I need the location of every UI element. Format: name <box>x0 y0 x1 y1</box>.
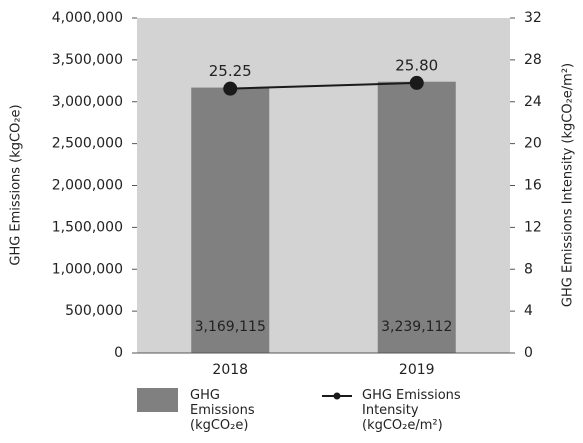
y2-tick-label: 20 <box>524 136 542 152</box>
line <box>230 81 417 90</box>
line-value-label: 25.80 <box>395 56 438 74</box>
y2-tick-label: 24 <box>524 94 542 110</box>
y2-tick-label: 0 <box>524 345 533 361</box>
bar <box>191 87 270 354</box>
y-tick-label: 500,000 <box>65 303 123 319</box>
line-point <box>223 81 238 96</box>
bar-value-label: 3,239,112 <box>381 319 452 335</box>
bar <box>377 81 456 354</box>
y2-tick-label: 16 <box>524 178 542 194</box>
x-tick-label: 2018 <box>212 362 248 378</box>
y-tick-label: 1,000,000 <box>52 261 123 277</box>
y-tick-label: 1,500,000 <box>52 219 123 235</box>
bar-value-label: 3,169,115 <box>195 319 266 335</box>
y2-tick-label: 12 <box>524 219 542 235</box>
legend-swatch <box>137 388 178 412</box>
y-axis-label: GHG Emissions (kgCO₂e) <box>9 104 24 265</box>
y2-tick-label: 4 <box>524 303 533 319</box>
legend-label: GHG Emissions Intensity (kgCO₂e/m²) <box>362 388 461 433</box>
y2-tick-label: 8 <box>524 261 533 277</box>
y-tick-label: 2,000,000 <box>52 178 123 194</box>
y2-tick-label: 28 <box>524 52 542 68</box>
line-point <box>409 75 424 90</box>
y-tick-label: 0 <box>114 345 123 361</box>
y-tick-label: 4,000,000 <box>52 10 123 26</box>
x-tick-label: 2019 <box>399 362 435 378</box>
y-tick-label: 3,500,000 <box>52 52 123 68</box>
y2-axis-label: GHG Emissions Intensity (kgCO₂e/m²) <box>561 63 576 307</box>
y-tick-label: 2,500,000 <box>52 136 123 152</box>
line-value-label: 25.25 <box>209 62 252 80</box>
y-tick-label: 3,000,000 <box>52 94 123 110</box>
legend-label: GHG Emissions (kgCO₂e) <box>190 388 255 433</box>
legend-marker <box>333 392 341 400</box>
y2-tick-label: 32 <box>524 10 542 26</box>
